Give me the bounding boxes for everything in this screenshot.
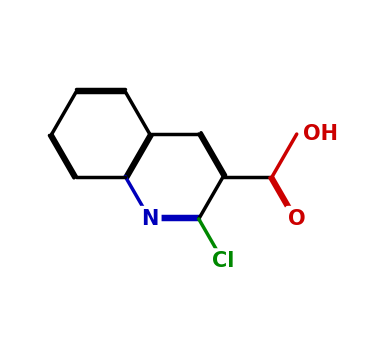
Text: OH: OH <box>303 124 338 144</box>
Text: Cl: Cl <box>212 251 235 271</box>
Text: O: O <box>288 209 305 229</box>
Text: N: N <box>141 209 159 229</box>
